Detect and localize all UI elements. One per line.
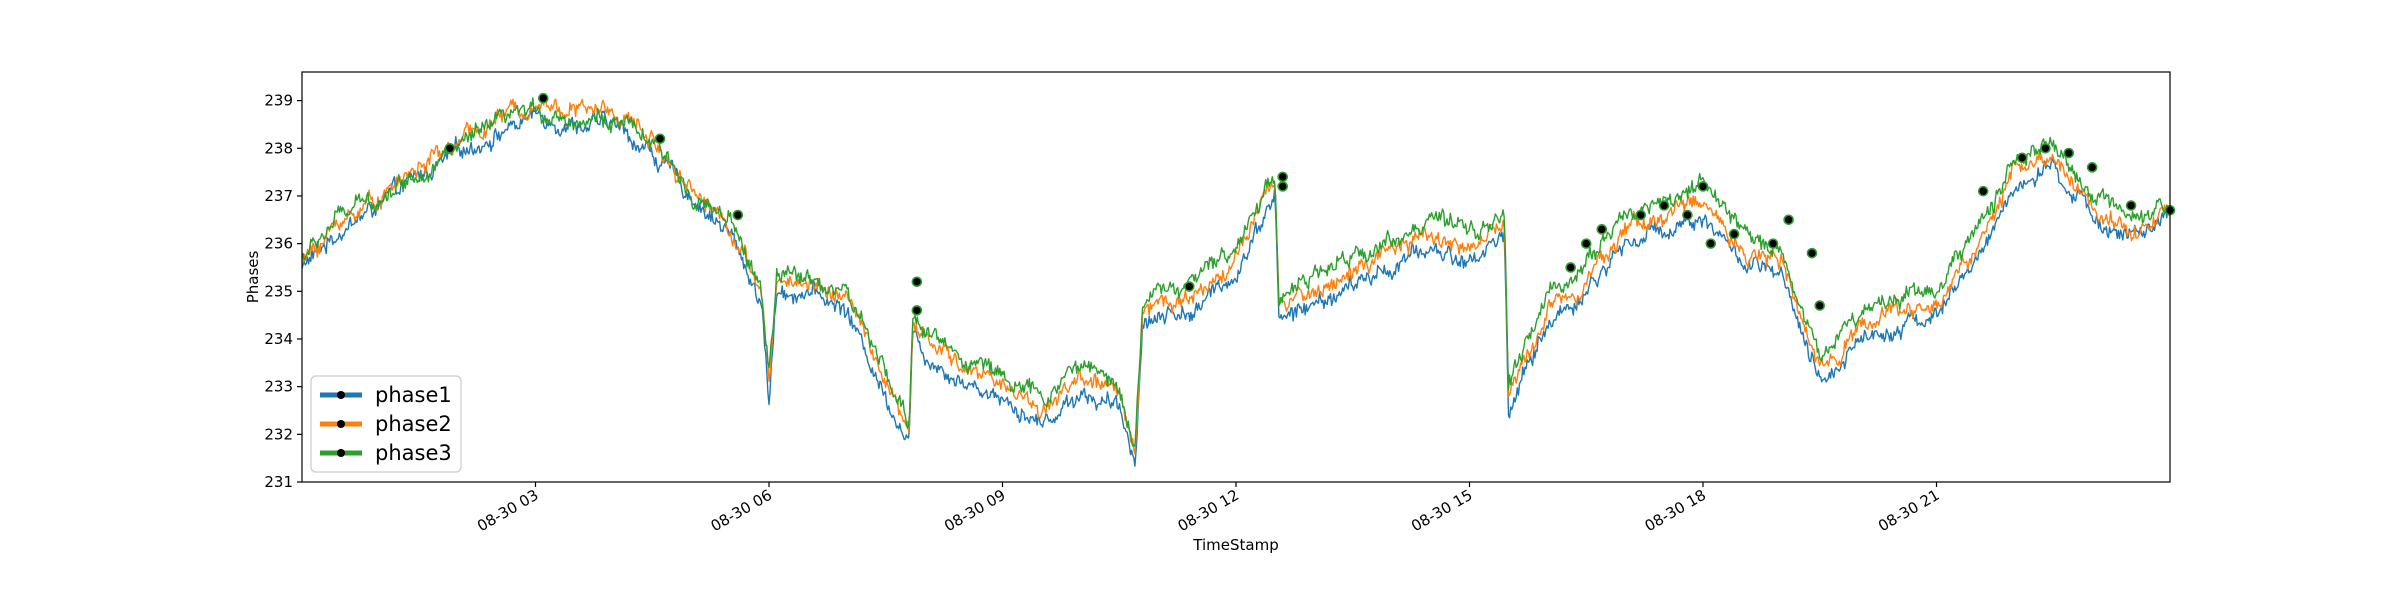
highlight-point	[2016, 152, 2028, 164]
highlight-point	[1767, 238, 1779, 249]
highlight-point	[1977, 185, 1989, 197]
highlight-point	[1814, 300, 1826, 311]
y-tick-label: 231	[264, 473, 293, 491]
highlight-point	[537, 92, 549, 104]
highlight-point	[1596, 224, 1608, 235]
highlight-point	[1277, 171, 1288, 183]
highlight-point	[911, 305, 923, 316]
legend-box	[310, 375, 462, 473]
legend-marker-phase3	[337, 449, 345, 457]
legend-label-phase1: phase1	[375, 383, 452, 407]
highlight-point	[1565, 262, 1576, 273]
y-tick-label: 236	[264, 235, 293, 253]
highlight-point	[1635, 209, 1647, 221]
legend-marker-phase1	[337, 391, 345, 399]
plot-markers	[444, 92, 2176, 316]
legend-label-phase2: phase2	[375, 412, 452, 436]
y-axis-label: Phases	[244, 251, 262, 304]
legend-label-phase3: phase3	[375, 441, 452, 465]
y-axis: 231 232 233 234 235 236 237 238 239	[264, 92, 302, 491]
series-line-phase3	[301, 97, 2171, 447]
highlight-point	[1783, 214, 1794, 226]
highlight-point	[2063, 147, 2075, 159]
highlight-point	[1682, 209, 1693, 221]
highlight-point	[1277, 181, 1288, 192]
highlight-point	[1705, 238, 1717, 249]
highlight-point	[444, 142, 456, 154]
highlight-point	[1184, 281, 1195, 292]
highlight-point	[2125, 200, 2137, 211]
highlight-point	[1697, 181, 1709, 192]
legend: phase1 phase2 phase3	[310, 375, 462, 473]
plot-series	[301, 97, 2171, 467]
y-tick-label: 234	[264, 330, 293, 348]
highlight-point	[732, 209, 744, 221]
x-axis-label: TimeStamp	[1192, 536, 1278, 554]
legend-marker-phase2	[337, 420, 345, 428]
highlight-point	[1728, 228, 1740, 240]
highlight-point	[2040, 142, 2051, 154]
y-tick-label: 233	[264, 378, 293, 396]
y-tick-label: 237	[264, 187, 293, 205]
highlight-point	[654, 133, 666, 145]
highlight-point	[1658, 200, 1670, 211]
y-tick-label: 238	[264, 139, 293, 157]
y-tick-label: 232	[264, 425, 293, 443]
y-tick-label: 235	[264, 282, 293, 300]
y-tick-label: 239	[264, 92, 293, 110]
highlight-point	[2086, 162, 2098, 173]
highlight-point	[911, 276, 923, 288]
highlight-point	[1806, 247, 1818, 259]
highlight-point	[1580, 238, 1592, 249]
